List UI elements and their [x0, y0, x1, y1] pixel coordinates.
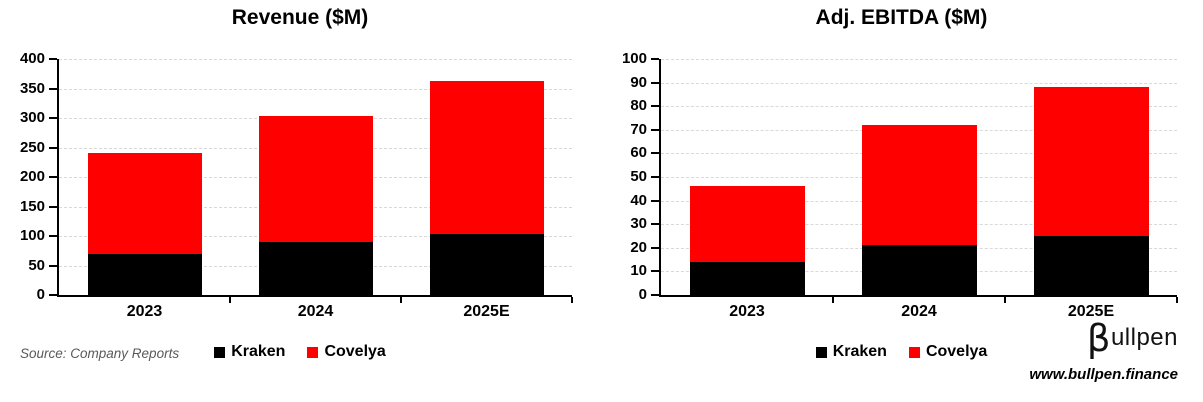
y-axis-tick [651, 199, 659, 202]
bar-segment-kraken-2024 [258, 241, 373, 295]
y-axis-label: 70 [630, 120, 647, 138]
x-axis-label-2025e: 2025E [463, 303, 510, 320]
x-axis-label-2023: 2023 [126, 303, 163, 320]
x-axis-tick [1176, 297, 1178, 303]
y-axis-tick [651, 152, 659, 155]
y-axis-label: 250 [19, 138, 45, 156]
legend-item-covelya: Covelya [908, 343, 988, 361]
y-axis-label: 350 [19, 79, 45, 97]
bar-segment-kraken-2023 [87, 253, 202, 295]
ebitda-chart-panel: Adj. EBITDA ($M) 0 10 20 30 40 50 60 70 80 90 100 2… [600, 0, 1203, 402]
y-axis-tick [651, 128, 659, 131]
y-axis-label: 200 [19, 168, 45, 185]
x-axis-label-2024: 2024 [901, 303, 937, 320]
ebitda-chart-title: Adj. EBITDA ($M) [815, 6, 988, 29]
legend-swatch-covelya [307, 346, 319, 358]
revenue-chart-legend: Kraken Covelya [0, 343, 600, 361]
x-axis-tick [229, 297, 231, 303]
gridline [661, 106, 1177, 108]
legend-swatch-covelya [908, 346, 920, 358]
legend-label-covelya: Covelya [925, 343, 988, 360]
bar-segment-covelya-2024 [861, 125, 977, 246]
y-axis-tick [49, 205, 57, 208]
y-axis-label: 100 [19, 227, 45, 244]
y-axis-tick [49, 264, 57, 267]
revenue-chart-title: Revenue ($M) [231, 6, 369, 29]
x-axis-label-2023: 2023 [729, 303, 765, 320]
legend-swatch-kraken [214, 346, 226, 358]
bar-segment-kraken-2025e [429, 234, 544, 295]
y-axis-tick [49, 117, 57, 119]
bar-segment-covelya-2024 [258, 116, 373, 242]
y-axis-label: 80 [630, 97, 647, 115]
y-axis-tick [49, 235, 57, 237]
website-url: www.bullpen.finance [1029, 366, 1178, 383]
gridline [661, 82, 1177, 84]
source-note: Source: Company Reports [20, 346, 180, 361]
y-axis-label: 10 [630, 262, 647, 280]
y-axis-tick [651, 58, 659, 60]
y-axis-label: 0 [638, 286, 647, 303]
y-axis-label: 20 [630, 238, 647, 256]
bar-segment-covelya-2023 [689, 186, 805, 262]
legend-swatch-kraken [815, 346, 827, 358]
bar-segment-covelya-2025e [1033, 87, 1149, 236]
bar-segment-kraken-2023 [689, 261, 805, 295]
y-axis-label: 50 [28, 256, 45, 274]
legend-item-kraken: Kraken [815, 343, 887, 361]
y-axis-tick [651, 223, 659, 226]
legend-item-kraken: Kraken [214, 343, 285, 361]
logo-text: ullpen [1110, 324, 1178, 351]
y-axis-tick [49, 176, 57, 178]
legend-label-kraken: Kraken [231, 343, 286, 360]
y-axis-label: 90 [630, 73, 647, 91]
x-axis-label-2025e: 2025E [1067, 303, 1115, 320]
bar-segment-kraken-2025e [1033, 236, 1149, 295]
x-axis-tick [1004, 297, 1006, 303]
y-axis-label: 400 [19, 50, 45, 67]
bar-segment-covelya-2023 [87, 153, 202, 254]
y-axis-tick [651, 246, 659, 249]
y-axis-tick [49, 58, 57, 60]
x-axis-tick [832, 297, 834, 303]
x-axis-tick [571, 297, 573, 303]
bullpen-logo: βullpen [1087, 320, 1178, 357]
y-axis-label: 50 [630, 168, 647, 185]
y-axis-tick [651, 294, 659, 296]
bar-segment-kraken-2024 [861, 245, 977, 295]
y-axis-tick [49, 294, 57, 296]
y-axis-tick [651, 176, 659, 178]
y-axis-tick [49, 146, 57, 149]
legend-label-covelya: Covelya [324, 343, 386, 360]
revenue-chart-plot: 0 50 100 150 200 250 300 350 400 2023 2024 2025E [20, 50, 573, 320]
bar-segment-covelya-2025e [429, 80, 544, 235]
x-axis-tick [400, 297, 402, 303]
gridline [59, 59, 572, 60]
ebitda-chart-legend: Kraken Covelya [600, 343, 1203, 361]
legend-label-kraken: Kraken [832, 343, 887, 360]
y-axis-tick [651, 105, 659, 108]
legend-item-covelya: Covelya [307, 343, 386, 361]
y-axis-tick [49, 87, 57, 90]
y-axis-label: 100 [621, 50, 647, 67]
revenue-chart-panel: Revenue ($M) 0 50 100 150 200 250 300 350 400 202… [0, 0, 600, 402]
beta-glyph: β [1086, 317, 1111, 360]
y-axis-tick [651, 81, 659, 84]
y-axis-label: 150 [19, 197, 45, 215]
y-axis-label: 40 [630, 191, 647, 209]
y-axis-label: 60 [630, 144, 647, 162]
gridline [661, 59, 1177, 60]
y-axis-label: 0 [36, 286, 45, 303]
ebitda-chart-plot: 0 10 20 30 40 50 60 70 80 90 100 2023 2024 2025E [622, 50, 1178, 320]
y-axis-label: 30 [630, 215, 647, 233]
y-axis-label: 300 [19, 109, 45, 126]
y-axis-tick [651, 270, 659, 273]
x-axis-label-2024: 2024 [297, 303, 334, 320]
gridline [59, 88, 572, 90]
